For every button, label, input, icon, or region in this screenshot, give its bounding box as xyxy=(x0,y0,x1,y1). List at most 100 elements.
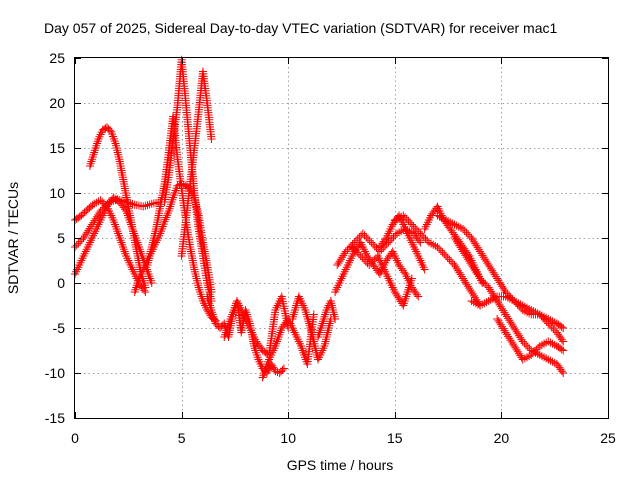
data-point xyxy=(544,337,553,346)
data-point-fill xyxy=(557,322,566,331)
data-point-fill xyxy=(440,250,449,259)
data-point-fill xyxy=(278,366,287,374)
data-point-fill xyxy=(291,303,300,312)
data-point xyxy=(331,315,340,323)
data-point-fill xyxy=(411,224,420,233)
data-point-fill xyxy=(532,345,541,354)
data-point xyxy=(314,333,323,341)
data-point-fill xyxy=(542,354,551,363)
data-point-fill xyxy=(421,234,430,243)
data-point-fill xyxy=(448,219,457,228)
data-point-fill xyxy=(547,323,556,332)
data-point-fill xyxy=(550,340,559,349)
series-track-21 xyxy=(450,234,568,377)
data-point xyxy=(90,199,99,208)
data-point-fill xyxy=(190,267,199,276)
data-point xyxy=(559,337,568,346)
series-track-23 xyxy=(493,315,568,364)
data-point xyxy=(414,292,423,301)
data-point-fill xyxy=(194,209,203,218)
data-point-fill xyxy=(537,311,546,320)
data-point-fill xyxy=(87,157,96,166)
data-point-fill xyxy=(478,300,487,309)
data-point-fill xyxy=(418,231,427,240)
data-point xyxy=(476,274,485,283)
data-point xyxy=(365,261,374,269)
data-point-fill xyxy=(314,330,323,339)
data-point xyxy=(510,297,519,305)
data-point xyxy=(518,355,527,364)
data-point-fill xyxy=(88,155,97,164)
data-point-fill xyxy=(112,144,121,152)
data-point xyxy=(358,229,367,238)
data-point-fill xyxy=(355,233,364,242)
data-point-fill xyxy=(370,255,379,264)
data-point xyxy=(535,342,544,350)
data-point-fill xyxy=(196,288,205,296)
data-point xyxy=(130,288,139,296)
data-point-fill xyxy=(505,294,514,303)
data-point-fill xyxy=(360,255,369,264)
data-point-fill xyxy=(195,285,204,294)
data-point-fill xyxy=(112,141,121,150)
data-point-fill xyxy=(196,290,205,299)
data-point-fill xyxy=(161,215,170,224)
x-tick-label: 0 xyxy=(71,430,79,446)
data-point-fill xyxy=(368,257,377,266)
data-point-fill xyxy=(365,236,374,245)
data-point-fill xyxy=(481,279,490,288)
data-point-fill xyxy=(400,268,409,277)
data-point-fill xyxy=(322,333,331,341)
data-point xyxy=(559,369,568,377)
data-point-fill xyxy=(525,309,534,318)
data-point-fill xyxy=(114,153,123,161)
data-point-fill xyxy=(92,198,101,207)
data-point-fill xyxy=(107,197,116,206)
data-point-fill xyxy=(372,243,381,252)
data-point-fill xyxy=(443,253,452,262)
data-point-fill xyxy=(392,214,401,223)
data-point-fill xyxy=(289,310,298,319)
series-track-12 xyxy=(288,292,335,364)
data-point-fill xyxy=(166,200,175,209)
data-point-fill xyxy=(113,148,122,157)
data-point-fill xyxy=(363,234,372,243)
data-point-fill xyxy=(520,307,529,316)
data-point xyxy=(450,220,459,229)
data-point-fill xyxy=(479,278,488,287)
data-point-fill xyxy=(194,281,203,290)
data-point-fill xyxy=(404,216,413,225)
data-point-fill xyxy=(324,326,333,335)
data-point xyxy=(416,238,425,247)
data-point-fill xyxy=(88,153,97,161)
data-point-fill xyxy=(557,345,566,354)
data-point-fill xyxy=(522,353,531,362)
axis-ticks: 0 5 10 15 20 25 -15 -10 -5 0 5 10 15 20 25 xyxy=(45,50,616,446)
data-point-fill xyxy=(486,295,495,304)
data-point-fill xyxy=(316,326,325,335)
data-point-fill xyxy=(414,227,423,236)
data-point-fill xyxy=(548,317,557,326)
y-tick-label: 15 xyxy=(49,140,65,156)
data-point xyxy=(535,310,544,319)
data-point-fill xyxy=(445,255,454,264)
data-point-fill xyxy=(557,335,566,344)
y-tick-label: 0 xyxy=(57,275,65,291)
data-point-fill xyxy=(503,293,512,302)
data-point xyxy=(527,351,536,359)
x-axis-label: GPS time / hours xyxy=(287,457,394,473)
data-point xyxy=(139,202,148,211)
data-point xyxy=(392,229,401,238)
data-point-fill xyxy=(387,234,396,243)
data-point-fill xyxy=(193,279,202,287)
data-point-fill xyxy=(321,337,330,346)
data-points xyxy=(71,55,568,382)
y-axis-label: SDTVAR / TECUs xyxy=(5,182,21,294)
data-point-fill xyxy=(528,349,537,358)
series-track-13 xyxy=(314,297,340,341)
data-point xyxy=(416,229,425,238)
data-point-fill xyxy=(515,302,524,311)
data-point-fill xyxy=(460,226,469,235)
data-point-fill xyxy=(191,270,200,278)
